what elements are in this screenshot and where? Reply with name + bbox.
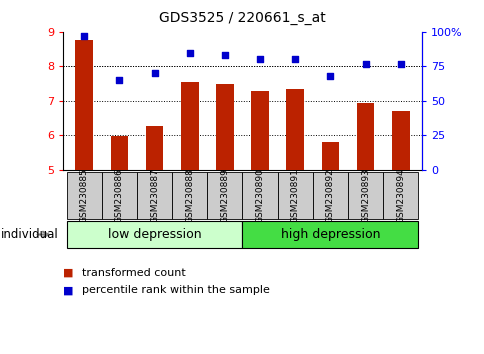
Bar [172,172,207,219]
Bar [75,40,93,170]
Point [221,52,228,58]
Bar [181,82,198,170]
Text: individual: individual [1,228,59,241]
Text: GSM230888: GSM230888 [185,168,194,223]
Bar [391,111,409,170]
Bar [382,172,418,219]
Point [256,57,263,62]
Text: GSM230886: GSM230886 [115,168,123,223]
Bar [251,91,268,170]
Text: GSM230894: GSM230894 [395,168,405,223]
Point [361,61,369,67]
Text: low depression: low depression [107,228,201,241]
Text: GSM230887: GSM230887 [150,168,159,223]
Point [151,70,158,76]
Point [115,77,123,83]
Text: GSM230892: GSM230892 [325,168,334,223]
Point [185,50,193,56]
Bar [145,126,163,170]
Bar [110,136,128,170]
Point [396,61,404,67]
Text: transformed count: transformed count [82,268,186,278]
Point [80,33,88,39]
Text: percentile rank within the sample: percentile rank within the sample [82,285,270,295]
Text: high depression: high depression [280,228,379,241]
Bar [207,172,242,219]
Bar [348,172,382,219]
Bar [66,172,102,219]
Point [326,73,333,79]
Bar [356,103,374,170]
Text: GSM230885: GSM230885 [79,168,89,223]
Text: GSM230893: GSM230893 [361,168,369,223]
Text: GDS3525 / 220661_s_at: GDS3525 / 220661_s_at [159,11,325,25]
Bar [242,172,277,219]
Text: GSM230890: GSM230890 [255,168,264,223]
Bar [321,142,339,170]
Text: GSM230889: GSM230889 [220,168,229,223]
Bar [286,89,303,170]
Bar [216,84,233,170]
Bar [277,172,312,219]
Bar [66,221,242,248]
Bar [242,221,418,248]
Point [291,57,299,62]
Text: ■: ■ [63,285,74,295]
Bar [102,172,136,219]
Text: GSM230891: GSM230891 [290,168,299,223]
Text: ■: ■ [63,268,74,278]
Bar [312,172,348,219]
Bar [136,172,172,219]
